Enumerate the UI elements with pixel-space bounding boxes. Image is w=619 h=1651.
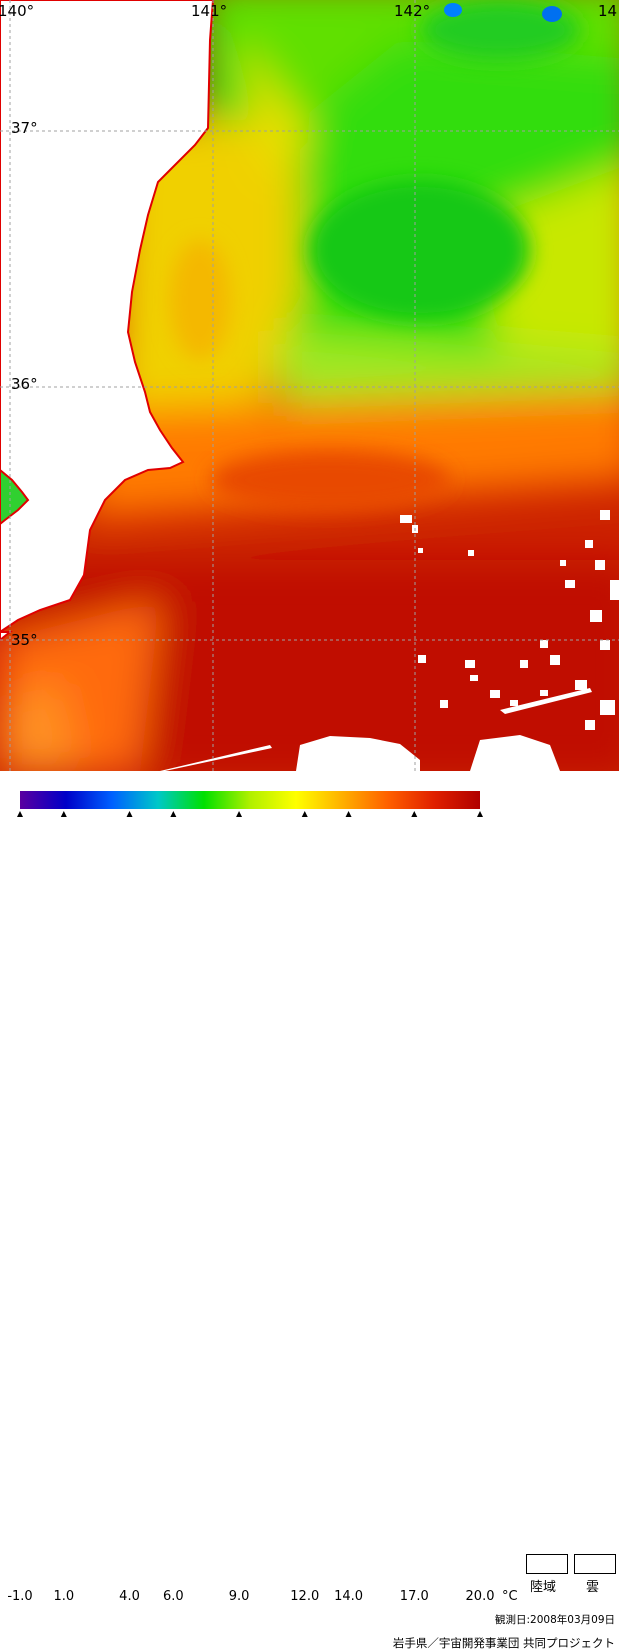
colorbar-tick-label: -1.0 bbox=[7, 1589, 33, 1604]
colorbar-tick-mark bbox=[345, 811, 352, 817]
colorbar-tick-label: 14.0 bbox=[334, 1589, 364, 1604]
colorbar-tick-label: 4.0 bbox=[119, 1589, 140, 1604]
legend-panel: -1.0 1.0 4.0 6.0 9.0 12.0 14.0 17.0 20.0 °C 陸域 雲… bbox=[0, 771, 619, 1650]
lat-label-36: 36° bbox=[11, 375, 38, 393]
lake-island bbox=[0, 468, 30, 526]
colorbar-tick-label: 12.0 bbox=[290, 1589, 320, 1604]
colorbar-tick-label: 20.0 bbox=[465, 1589, 495, 1604]
land-boso bbox=[0, 631, 13, 642]
lon-label-142: 142° bbox=[394, 2, 430, 20]
cloud-patches bbox=[160, 510, 619, 771]
lat-label-37: 37° bbox=[11, 119, 38, 137]
colorbar-tick-mark bbox=[411, 811, 418, 817]
colorbar-tick-mark bbox=[301, 811, 308, 817]
colorbar-tick-mark bbox=[126, 811, 133, 817]
lon-label-141: 141° bbox=[191, 2, 227, 20]
lon-label-143: 14 bbox=[598, 2, 617, 20]
lat-label-35: 35° bbox=[11, 631, 38, 649]
graticule bbox=[0, 0, 619, 771]
unit-label: °C bbox=[502, 1589, 518, 1604]
colorbar-tick-label: 6.0 bbox=[162, 1589, 184, 1604]
cloud-legend-label: 雲 bbox=[586, 1580, 600, 1595]
sea-surface-temperature-map: 140° 141° 142° 14 37° 36° 35° bbox=[0, 0, 619, 771]
color-bar bbox=[17, 791, 483, 817]
colorbar-tick-mark bbox=[477, 811, 483, 817]
credit-text: 岩手県／宇宙開発事業団 共同プロジェクト bbox=[392, 1636, 615, 1650]
colorbar-tick-label: 1.0 bbox=[53, 1589, 75, 1604]
colorbar-tick-label: 17.0 bbox=[399, 1589, 429, 1604]
land-legend-swatch bbox=[526, 1554, 568, 1574]
colorbar-tick-mark bbox=[60, 811, 67, 817]
colorbar-tick-mark bbox=[17, 811, 23, 817]
observation-date: 観測日:2008年03月09日 bbox=[495, 1614, 615, 1626]
colorbar-tick-mark bbox=[236, 811, 243, 817]
lon-label-140: 140° bbox=[0, 2, 34, 20]
colorbar-tick-label: 9.0 bbox=[228, 1589, 250, 1604]
cloud-legend-swatch bbox=[574, 1554, 616, 1574]
land-legend-label: 陸域 bbox=[530, 1580, 557, 1595]
land-honshu bbox=[0, 0, 215, 634]
colorbar-tick-mark bbox=[170, 811, 177, 817]
